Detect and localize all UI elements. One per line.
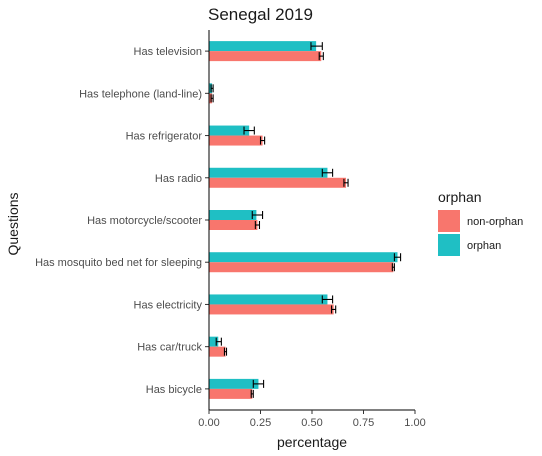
errorbar-non-orphan bbox=[259, 136, 266, 145]
errorbar-orphan bbox=[251, 211, 264, 219]
category-label: Has electricity bbox=[134, 299, 203, 311]
bar-orphan bbox=[209, 210, 257, 220]
bar-orphan bbox=[209, 378, 259, 389]
bar-orphan bbox=[209, 125, 250, 136]
bar-non-orphan bbox=[209, 51, 322, 62]
errorbar-non-orphan bbox=[391, 263, 395, 272]
bar-orphan bbox=[209, 336, 219, 347]
category-label: Has refrigerator bbox=[126, 131, 203, 143]
bar-non-orphan bbox=[209, 346, 226, 357]
bar-orphan bbox=[209, 41, 317, 52]
legend-label-orphan: orphan bbox=[467, 240, 501, 252]
errorbar-orphan bbox=[243, 126, 255, 135]
x-tick-label: 1.00 bbox=[404, 417, 425, 429]
category-label: Has mosquito bed net for sleeping bbox=[35, 257, 202, 269]
legend-title: orphan bbox=[438, 189, 482, 205]
x-tick-label: 0.75 bbox=[353, 417, 374, 429]
errorbar-non-orphan bbox=[223, 347, 228, 356]
legend-label-non-orphan: non-orphan bbox=[467, 216, 523, 228]
x-tick-label: 0.50 bbox=[301, 417, 322, 429]
bar-non-orphan bbox=[209, 135, 263, 146]
legend-swatch-non-orphan bbox=[438, 210, 460, 232]
errorbar-non-orphan bbox=[250, 389, 254, 398]
legend: orphan non-orphan orphan bbox=[438, 189, 523, 256]
bar-orphan bbox=[209, 167, 328, 178]
x-axis-title: percentage bbox=[277, 434, 347, 450]
errorbar-non-orphan bbox=[254, 221, 261, 229]
bar-non-orphan bbox=[209, 304, 334, 315]
errorbar-orphan bbox=[321, 295, 334, 304]
category-label: Has car/truck bbox=[137, 342, 202, 354]
errorbar-non-orphan bbox=[210, 94, 214, 103]
category-label: Has telephone (land-line) bbox=[79, 88, 202, 100]
legend-swatch-orphan bbox=[438, 234, 460, 256]
bar-non-orphan bbox=[209, 388, 253, 399]
x-tick-label: 0.00 bbox=[198, 417, 219, 429]
errorbar-non-orphan bbox=[331, 305, 337, 314]
category-label: Has bicycle bbox=[146, 384, 202, 396]
errorbar-orphan bbox=[252, 379, 265, 388]
bar-non-orphan bbox=[209, 262, 394, 273]
errorbar-non-orphan bbox=[343, 178, 349, 187]
bar-orphan bbox=[209, 252, 398, 263]
category-label: Has radio bbox=[155, 173, 202, 185]
category-label: Has television bbox=[134, 46, 202, 58]
errorbar-non-orphan bbox=[318, 52, 324, 61]
bar-non-orphan bbox=[209, 220, 258, 230]
plot-area: Has television Has telephone (land-line) H… bbox=[35, 30, 426, 429]
errorbar-orphan bbox=[215, 337, 222, 346]
x-tick-label: 0.25 bbox=[250, 417, 271, 429]
errorbar-orphan bbox=[321, 168, 334, 177]
errorbar-orphan bbox=[393, 253, 402, 262]
chart-title: Senegal 2019 bbox=[208, 5, 313, 24]
errorbar-orphan bbox=[210, 84, 214, 93]
bar-non-orphan bbox=[209, 177, 346, 188]
category-label: Has motorcycle/scooter bbox=[87, 215, 202, 227]
errorbar-orphan bbox=[310, 42, 323, 51]
y-axis-title: Questions bbox=[5, 192, 21, 255]
bar-orphan bbox=[209, 294, 328, 305]
